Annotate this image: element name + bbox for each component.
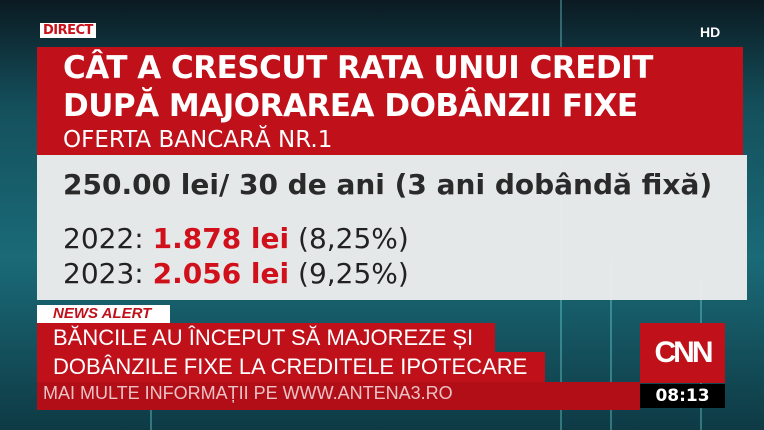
cnn-logo: CNN (640, 323, 725, 383)
amount: 2.056 lei (152, 257, 290, 290)
hd-badge: HD (700, 24, 721, 40)
background-line (150, 390, 152, 430)
headline-line-1: BĂNCILE AU ÎNCEPUT SĂ MAJOREZE ȘI (37, 323, 495, 353)
info-panel: 250.00 lei/ 30 de ani (3 ani dobândă fix… (37, 155, 747, 300)
year: 2023: (63, 257, 144, 290)
news-alert-tag: NEWS ALERT (37, 305, 170, 323)
title-line-2: DUPĂ MAJORAREA DOBÂNZII FIXE (63, 88, 638, 124)
headline-line-2: DOBÂNZILE FIXE LA CREDITELE IPOTECARE (37, 352, 545, 382)
rate: (9,25%) (298, 257, 409, 290)
rate-row-2022: 2022: 1.878 lei (8,25%) (63, 223, 409, 255)
amount: 1.878 lei (152, 222, 290, 255)
live-badge: DIRECT (40, 23, 96, 38)
ticker: MAI MULTE INFORMAȚII PE WWW.ANTENA3.RO (37, 382, 640, 410)
year: 2022: (63, 222, 144, 255)
title-panel: CÂT A CRESCUT RATA UNUI CREDIT DUPĂ MAJO… (37, 47, 743, 155)
title-line-1: CÂT A CRESCUT RATA UNUI CREDIT (63, 50, 653, 86)
background-line (610, 260, 612, 430)
subtitle: OFERTA BANCARĂ NR.1 (63, 127, 333, 153)
loan-terms: 250.00 lei/ 30 de ani (3 ani dobândă fix… (63, 168, 713, 201)
rate: (8,25%) (298, 222, 409, 255)
clock: 08:13 (640, 384, 725, 408)
rate-row-2023: 2023: 2.056 lei (9,25%) (63, 258, 409, 290)
